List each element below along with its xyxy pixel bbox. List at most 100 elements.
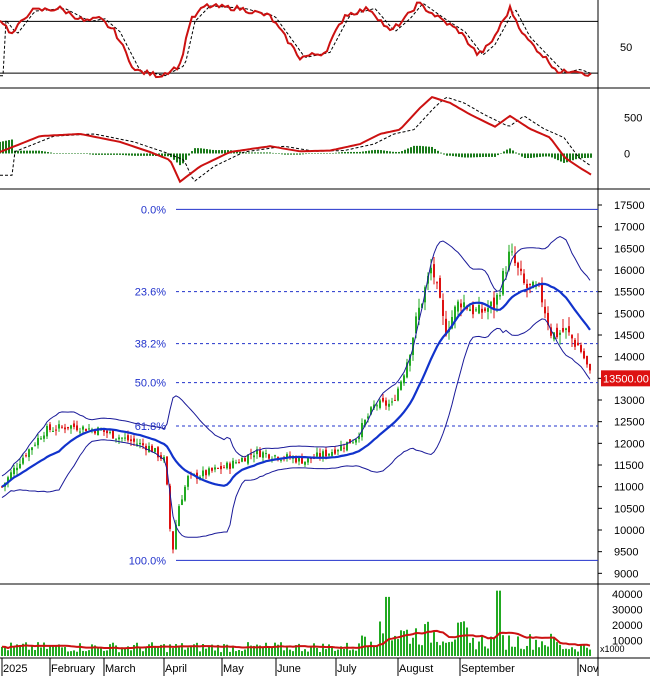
macd-histogram-bar (467, 153, 469, 158)
candle-body (280, 459, 282, 461)
volume-bar (313, 643, 315, 656)
macd-histogram-bar (227, 150, 229, 154)
candle-body (514, 254, 516, 264)
volume-bar (109, 644, 111, 656)
macd-histogram-bar (590, 153, 592, 158)
volume-bar (304, 649, 306, 656)
candle-body (340, 445, 342, 451)
macd-histogram-bar (551, 153, 553, 158)
macd-histogram-bar (428, 146, 430, 154)
macd-histogram-bar (389, 151, 391, 154)
macd-histogram-bar (395, 151, 397, 154)
candle-body (556, 327, 558, 338)
current-price-label: 13500.00 (603, 373, 649, 385)
macd-histogram-bar (536, 153, 538, 158)
volume-bar (427, 621, 429, 656)
candle-body (394, 399, 396, 401)
candle-body (16, 467, 18, 471)
price-tick-label: 11500 (614, 460, 644, 472)
volume-bar (52, 646, 54, 656)
macd-histogram-bar (296, 153, 298, 155)
macd-histogram-bar (68, 153, 70, 154)
candle-body (490, 301, 492, 307)
volume-bar (418, 644, 420, 656)
macd-histogram-bar (530, 153, 532, 158)
volume-tick-label: 40000 (612, 589, 643, 601)
macd-histogram-bar (92, 153, 94, 155)
macd-histogram-bar (479, 153, 481, 158)
macd-histogram-bar (302, 153, 304, 155)
volume-bar (157, 647, 159, 656)
candle-body (253, 455, 255, 458)
macd-histogram-bar (326, 153, 328, 154)
volume-bar (361, 635, 363, 656)
candle-body (31, 447, 33, 451)
volume-bar (220, 652, 222, 656)
macd-histogram-bar (89, 153, 91, 155)
macd-histogram-bar (248, 152, 250, 154)
candle-body (379, 400, 381, 408)
volume-bar (139, 647, 141, 656)
macd-histogram-bar (419, 145, 421, 154)
macd-histogram-bar (557, 153, 559, 161)
macd-histogram-bar (434, 148, 436, 154)
macd-histogram-bar (371, 150, 373, 154)
volume-bar (118, 652, 120, 656)
macd-histogram-bar (533, 153, 535, 158)
macd-histogram-bar (410, 147, 412, 154)
macd-histogram-bar (440, 152, 442, 154)
volume-bar (151, 642, 153, 656)
volume-bar (400, 630, 402, 656)
macd-histogram-bar (362, 151, 364, 154)
candle-body (52, 430, 54, 432)
volume-bar (10, 642, 12, 656)
candle-body (151, 445, 153, 452)
price-tick-label: 13000 (614, 395, 645, 407)
candle-body (85, 428, 87, 432)
macd-histogram-bar (347, 151, 349, 154)
volume-bar (217, 644, 219, 656)
macd-histogram-bar (449, 153, 451, 156)
macd-histogram-bar (182, 153, 184, 164)
macd-histogram-bar (104, 153, 106, 155)
volume-bar (484, 646, 486, 656)
candle-body (265, 453, 267, 455)
candle-body (334, 449, 336, 454)
candle-body (541, 282, 543, 303)
macd-histogram-bar (476, 153, 478, 158)
volume-bar (16, 644, 18, 656)
volume-bar (22, 643, 24, 656)
volume-bar (127, 646, 129, 656)
macd-histogram-bar (263, 152, 265, 154)
candle-body (238, 462, 240, 464)
candle-body (343, 447, 345, 449)
macd-histogram-bar (149, 153, 151, 156)
macd-histogram-bar (560, 153, 562, 162)
macd-histogram-bar (140, 153, 142, 156)
volume-unit-label: x1000 (600, 644, 625, 654)
volume-bar (436, 641, 438, 656)
volume-bar (457, 622, 459, 656)
candle-body (235, 462, 237, 464)
month-label: June (277, 663, 301, 675)
volume-bar (376, 645, 378, 656)
candle-body (463, 302, 465, 308)
candle-body (445, 318, 447, 336)
volume-bar (34, 649, 36, 656)
macd-histogram-bar (416, 145, 418, 154)
volume-bar (460, 622, 462, 656)
volume-bar (103, 650, 105, 656)
macd-histogram-bar (548, 153, 550, 157)
macd-histogram-bar (122, 153, 124, 156)
volume-bar (496, 590, 498, 656)
macd-histogram-bar (20, 150, 22, 154)
volume-bar (256, 644, 258, 656)
candle-body (142, 443, 144, 446)
candle-body (505, 272, 507, 274)
macd-histogram-bar (29, 150, 31, 154)
macd-tick-label: 0 (624, 148, 630, 160)
volume-tick-label: 30000 (612, 604, 643, 616)
candle-body (97, 427, 99, 436)
volume-bar (307, 651, 309, 656)
